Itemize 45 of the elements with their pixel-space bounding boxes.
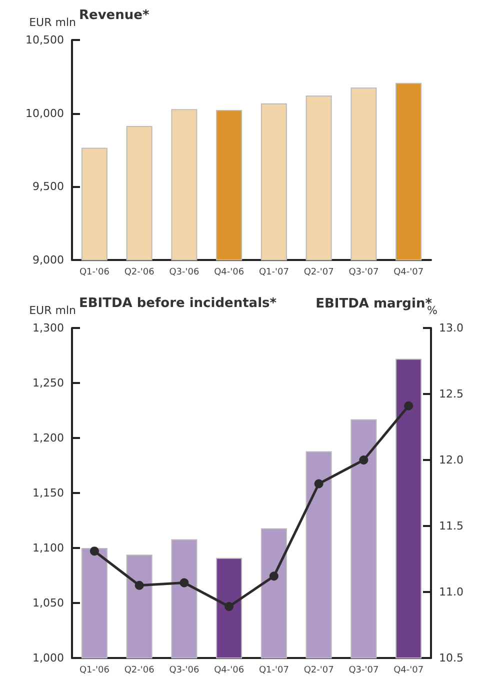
y2-tick-label: 12.0 [439, 454, 464, 466]
x-tick-label: Q1-'07 [258, 666, 289, 676]
x-tick-label: Q4-'06 [214, 666, 244, 676]
y-tick-label: 9,500 [32, 180, 64, 194]
point [404, 401, 414, 410]
x-tick-label: Q4-'07 [394, 666, 424, 676]
x-tick-label: Q3-'07 [348, 268, 379, 278]
y-tick-label: 1,000 [32, 652, 64, 664]
y-tick-label: 1,250 [32, 376, 64, 390]
x-tick-label: Q3-'06 [169, 666, 200, 676]
y-tick-label: 1,050 [32, 596, 64, 610]
y-axis-title: EUR mln [29, 304, 76, 317]
point [134, 580, 144, 590]
point [314, 479, 324, 488]
y2-tick-label: 13.0 [439, 322, 464, 334]
x-tick-label: Q2-'07 [304, 666, 334, 676]
x-tick-label: Q4-'06 [214, 268, 244, 278]
x-tick-label: Q3-'07 [348, 666, 379, 676]
point [224, 602, 234, 612]
chart-title: Revenue* [79, 8, 150, 23]
y2-tick-label: 11.5 [439, 520, 464, 532]
x-tick-label: Q3-'06 [169, 268, 200, 278]
y-tick-label: 9,000 [32, 254, 64, 266]
y-tick-label: 1,150 [32, 486, 64, 500]
x-tick-label: Q1-'06 [79, 666, 110, 676]
point [359, 456, 368, 464]
y2-tick-label: 10.5 [439, 652, 464, 664]
y-axis-title: EUR mln [29, 16, 76, 29]
x-tick-label: Q1-'07 [258, 268, 289, 278]
y2-tick-label: 12.5 [439, 388, 464, 400]
x-tick-label: Q4-'07 [394, 268, 424, 278]
x-tick-label: Q2-'06 [124, 268, 155, 278]
x-tick-label: Q2-'06 [124, 666, 155, 676]
y-tick-label: 10,500 [26, 34, 64, 46]
point [269, 572, 278, 581]
x-tick-label: Q1-'06 [79, 268, 110, 278]
y-tick-label: 1,200 [32, 432, 64, 444]
point [90, 546, 99, 556]
y-tick-label: 1,300 [32, 322, 64, 334]
point [180, 578, 189, 588]
y-tick-label: 1,100 [32, 542, 64, 554]
y2-tick-label: 11.0 [439, 586, 464, 598]
x-tick-label: Q2-'07 [304, 268, 334, 278]
chart-title: EBITDA before incidentals* [79, 296, 277, 311]
y-tick-label: 10,000 [26, 106, 64, 120]
